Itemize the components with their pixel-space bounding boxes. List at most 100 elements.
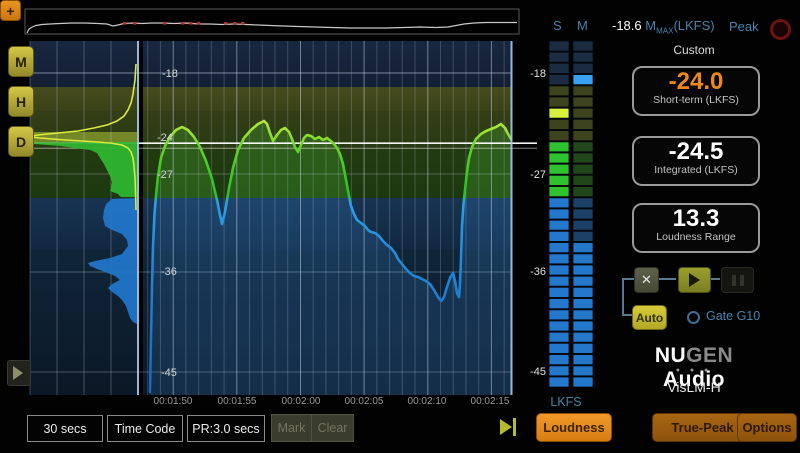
level-label: -18	[162, 68, 178, 80]
meter-scale-label: -36	[530, 266, 546, 278]
momentary-meter-segment	[573, 119, 593, 129]
shortterm-meter-segment	[549, 343, 569, 353]
mode-button-h[interactable]: H	[8, 86, 34, 117]
peak-label: Peak	[729, 19, 759, 34]
overview-peak-tick	[224, 22, 228, 25]
momentary-max-readout[interactable]: -18.6 MMAX(LKFS)	[612, 18, 715, 36]
shortterm-meter-segment	[549, 231, 569, 241]
practical-range-button[interactable]: PR:3.0 secs	[187, 415, 265, 442]
momentary-meter-segment	[573, 321, 593, 331]
shortterm-meter-segment	[549, 187, 569, 197]
shortterm-meter-segment	[549, 332, 569, 342]
momentary-column-label: M	[577, 18, 588, 33]
shortterm-meter-segment	[549, 52, 569, 62]
shortterm-meter-segment	[549, 310, 569, 320]
shortterm-meter-segment	[549, 209, 569, 219]
momentary-meter-segment	[573, 377, 593, 387]
momentary-meter-segment	[573, 108, 593, 118]
overview-peak-tick	[233, 22, 237, 25]
overview-peak-tick	[241, 22, 245, 25]
meter-scale-label: -45	[530, 366, 546, 378]
tab-loudness[interactable]: Loudness	[536, 413, 612, 442]
pause-button[interactable]	[721, 267, 754, 293]
overview-peak-tick	[133, 22, 137, 25]
skip-to-end-button[interactable]	[500, 418, 520, 436]
gate-radio[interactable]	[687, 311, 700, 324]
short-term-readout[interactable]: -24.0 Short-term (LKFS)	[632, 66, 760, 116]
momentary-meter-segment	[573, 187, 593, 197]
momentary-meter-segment	[573, 175, 593, 185]
momentary-meter-segment	[573, 97, 593, 107]
product-name: VisLM-H	[632, 379, 756, 395]
shortterm-meter-segment	[549, 299, 569, 309]
momentary-meter-segment	[573, 153, 593, 163]
shortterm-meter-segment	[549, 131, 569, 141]
connector-line	[622, 314, 632, 316]
timecode-button[interactable]: Time Code	[107, 415, 183, 442]
level-label: -27	[157, 169, 173, 181]
loudness-range-readout[interactable]: 13.3 Loudness Range	[632, 203, 760, 253]
shortterm-meter-segment	[549, 108, 569, 118]
momentary-meter-segment	[573, 310, 593, 320]
overview-peak-tick	[163, 22, 167, 25]
momentary-max-value: -18.6	[612, 18, 642, 33]
momentary-meter-segment	[573, 131, 593, 141]
momentary-meter-segment	[573, 243, 593, 253]
mark-button[interactable]: Mark	[271, 414, 312, 442]
shortterm-meter-segment	[549, 377, 569, 387]
level-label: -24	[157, 132, 173, 144]
momentary-meter-segment	[573, 276, 593, 286]
integrated-label: Integrated (LKFS)	[634, 165, 758, 176]
loudness-range-value: 13.3	[634, 206, 758, 232]
time-label: 00:01:50	[154, 396, 193, 407]
connector-line	[622, 278, 624, 316]
shortterm-meter-segment	[549, 86, 569, 96]
momentary-meter-segment	[573, 287, 593, 297]
vislm-plugin-window: -18 -24 -27 -36 -45 00:01:50 00:01:55 00:02:00 0…	[0, 0, 800, 453]
shortterm-meter-segment	[549, 287, 569, 297]
momentary-meter-segment	[573, 220, 593, 230]
meter-scale-label: -27	[530, 169, 546, 181]
mode-button-m[interactable]: M	[8, 46, 34, 77]
logo-dots: ● ● ●	[632, 367, 756, 374]
pause-icon	[732, 275, 736, 286]
momentary-meter-segment	[573, 332, 593, 342]
shortterm-meter-segment	[549, 198, 569, 208]
momentary-meter-segment	[573, 343, 593, 353]
time-label: 00:01:55	[218, 396, 257, 407]
shortterm-meter-segment	[549, 41, 569, 51]
play-icon	[689, 273, 700, 287]
reset-button[interactable]: ✕	[634, 267, 659, 293]
auto-button[interactable]: Auto	[632, 305, 667, 330]
momentary-meter-segment	[573, 52, 593, 62]
tab-options[interactable]: Options	[737, 413, 797, 442]
expand-panel-button[interactable]	[7, 360, 31, 386]
momentary-meter-segment	[573, 198, 593, 208]
loudness-range-label: Loudness Range	[634, 232, 758, 243]
momentary-meter-segment	[573, 75, 593, 85]
momentary-meter-segment	[573, 299, 593, 309]
time-label: 00:02:10	[408, 396, 447, 407]
momentary-meter-segment	[573, 366, 593, 376]
clear-button[interactable]: Clear	[311, 414, 354, 442]
view-window-button[interactable]: 30 secs	[27, 415, 103, 442]
momentary-meter-segment	[573, 142, 593, 152]
integrated-value: -24.5	[634, 139, 758, 165]
gate-label[interactable]: Gate G10	[706, 309, 760, 323]
time-label: 00:02:05	[345, 396, 384, 407]
overview-peak-tick	[197, 22, 201, 25]
connector-line	[711, 278, 720, 280]
preset-name[interactable]: Custom	[632, 43, 756, 57]
time-label: 00:02:00	[282, 396, 321, 407]
level-label: -36	[161, 266, 177, 278]
peak-indicator-led[interactable]	[770, 19, 791, 40]
integrated-readout[interactable]: -24.5 Integrated (LKFS)	[632, 136, 760, 186]
momentary-meter-segment	[573, 355, 593, 365]
short-term-value: -24.0	[634, 69, 758, 95]
shortterm-meter-segment	[549, 63, 569, 73]
mode-button-d[interactable]: D	[8, 126, 34, 157]
play-button[interactable]	[678, 267, 711, 293]
momentary-meter-segment	[573, 164, 593, 174]
skip-triangle-icon	[500, 419, 512, 435]
meter-units-label: LKFS	[540, 395, 592, 409]
